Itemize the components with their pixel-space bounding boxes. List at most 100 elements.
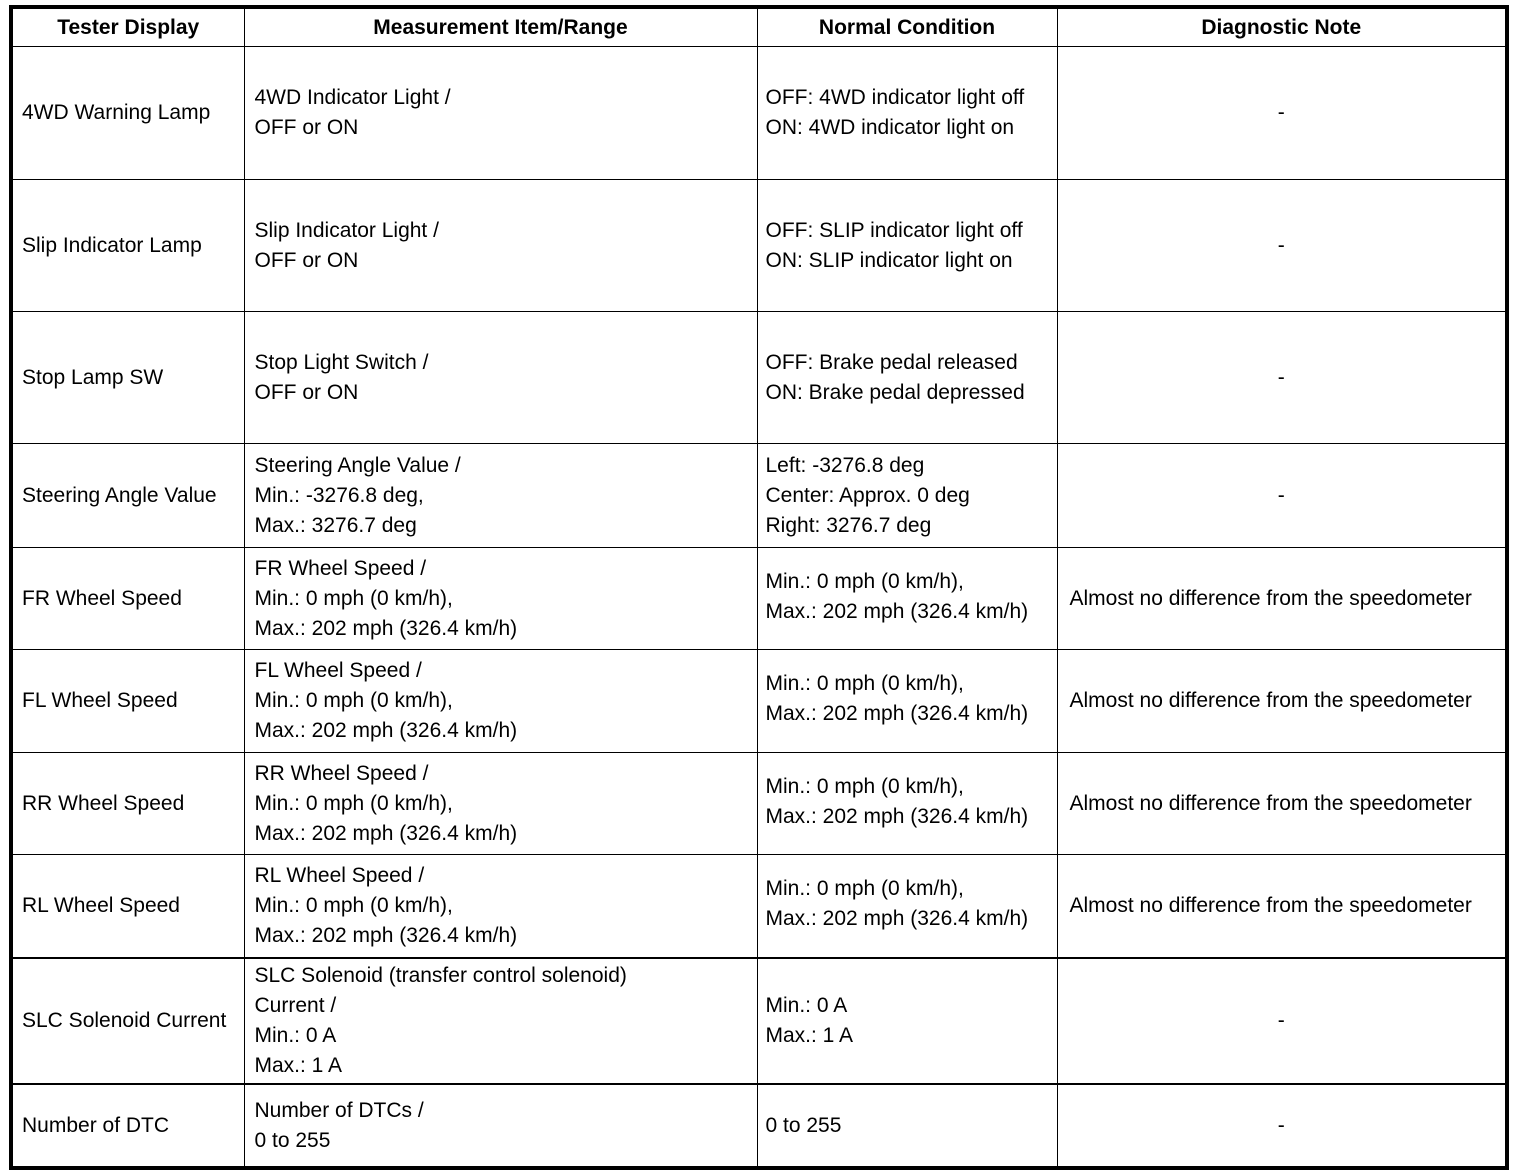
cell-text: OFF: Brake pedal released ON: Brake peda… bbox=[765, 350, 1025, 404]
cell-text: Stop Lamp SW bbox=[22, 365, 164, 389]
column-header-tester-display: Tester Display bbox=[10, 6, 245, 47]
cell-text: Almost no difference from the speedomete… bbox=[1069, 586, 1472, 610]
cell-text: SLC Solenoid (transfer control solenoid)… bbox=[254, 964, 627, 1077]
cell-measurement-item-range: Slip Indicator Light / OFF or ON bbox=[243, 179, 758, 312]
cell-text: - bbox=[1277, 101, 1285, 124]
cell-tester-display: FR Wheel Speed bbox=[10, 547, 245, 650]
cell-measurement-item-range: RR Wheel Speed / Min.: 0 mph (0 km/h), M… bbox=[243, 752, 758, 855]
cell-normal-condition: OFF: Brake pedal released ON: Brake peda… bbox=[756, 311, 1058, 444]
cell-text: Number of DTC bbox=[22, 1113, 170, 1137]
cell-text: Steering Angle Value bbox=[22, 483, 217, 507]
cell-text: OFF: SLIP indicator light off ON: SLIP i… bbox=[765, 218, 1023, 272]
cell-text: Left: -3276.8 deg Center: Approx. 0 deg … bbox=[765, 453, 970, 537]
cell-measurement-item-range: SLC Solenoid (transfer control solenoid)… bbox=[243, 957, 758, 1085]
cell-normal-condition: Min.: 0 mph (0 km/h), Max.: 202 mph (326… bbox=[756, 649, 1058, 753]
cell-diagnostic-note: - bbox=[1056, 46, 1508, 180]
column-header-label: Measurement Item/Range bbox=[373, 15, 628, 39]
header-row: Tester Display Measurement Item/Range No… bbox=[10, 6, 1508, 47]
cell-diagnostic-note: - bbox=[1056, 957, 1508, 1085]
cell-tester-display: Slip Indicator Lamp bbox=[10, 179, 245, 312]
cell-text: RR Wheel Speed bbox=[22, 791, 185, 815]
cell-text: Min.: 0 mph (0 km/h), Max.: 202 mph (326… bbox=[765, 877, 1029, 930]
column-header-normal-condition: Normal Condition bbox=[756, 6, 1058, 47]
cell-measurement-item-range: Steering Angle Value / Min.: -3276.8 deg… bbox=[243, 443, 758, 548]
cell-measurement-item-range: Number of DTCs / 0 to 255 bbox=[243, 1083, 758, 1169]
table-row: Stop Lamp SW Stop Light Switch / OFF or … bbox=[10, 311, 1508, 444]
cell-text: RL Wheel Speed bbox=[22, 894, 180, 917]
cell-text: Slip Indicator Light / OFF or ON bbox=[254, 218, 439, 272]
cell-text: FR Wheel Speed bbox=[22, 586, 182, 610]
cell-text: Stop Light Switch / OFF or ON bbox=[254, 350, 429, 404]
table-row: FL Wheel Speed FL Wheel Speed / Min.: 0 … bbox=[10, 649, 1508, 753]
cell-text: Steering Angle Value / Min.: -3276.8 deg… bbox=[254, 453, 461, 537]
cell-diagnostic-note: - bbox=[1056, 179, 1508, 312]
cell-diagnostic-note: Almost no difference from the speedomete… bbox=[1056, 752, 1508, 855]
cell-text: 4WD Indicator Light / OFF or ON bbox=[254, 86, 451, 139]
cell-diagnostic-note: - bbox=[1056, 443, 1508, 548]
cell-measurement-item-range: RL Wheel Speed / Min.: 0 mph (0 km/h), M… bbox=[243, 854, 758, 959]
cell-text: Min.: 0 mph (0 km/h), Max.: 202 mph (326… bbox=[765, 672, 1029, 725]
cell-normal-condition: 0 to 255 bbox=[756, 1083, 1058, 1169]
column-header-label: Tester Display bbox=[57, 15, 200, 39]
cell-normal-condition: Min.: 0 mph (0 km/h), Max.: 202 mph (326… bbox=[756, 752, 1058, 855]
cell-text: - bbox=[1277, 233, 1285, 257]
table-row: RR Wheel Speed RR Wheel Speed / Min.: 0 … bbox=[10, 752, 1508, 855]
table-body: 4WD Warning Lamp 4WD Indicator Light / O… bbox=[10, 46, 1508, 1169]
table-row: SLC Solenoid Current SLC Solenoid (trans… bbox=[10, 957, 1508, 1085]
cell-text: Almost no difference from the speedomete… bbox=[1069, 689, 1472, 712]
cell-text: Min.: 0 A Max.: 1 A bbox=[765, 994, 854, 1047]
column-header-label: Diagnostic Note bbox=[1201, 15, 1362, 39]
cell-text: FR Wheel Speed / Min.: 0 mph (0 km/h), M… bbox=[254, 556, 518, 640]
cell-text: FL Wheel Speed / Min.: 0 mph (0 km/h), M… bbox=[254, 659, 518, 742]
cell-tester-display: Number of DTC bbox=[10, 1083, 245, 1169]
cell-text: - bbox=[1277, 483, 1285, 507]
table-row: Steering Angle Value Steering Angle Valu… bbox=[10, 443, 1508, 548]
cell-measurement-item-range: FL Wheel Speed / Min.: 0 mph (0 km/h), M… bbox=[243, 649, 758, 753]
cell-diagnostic-note: - bbox=[1056, 1083, 1508, 1169]
cell-text: - bbox=[1277, 1113, 1285, 1137]
table-row: FR Wheel Speed FR Wheel Speed / Min.: 0 … bbox=[10, 547, 1508, 650]
cell-measurement-item-range: 4WD Indicator Light / OFF or ON bbox=[243, 46, 758, 180]
page-sheet: Tester Display Measurement Item/Range No… bbox=[0, 5, 1520, 1175]
cell-measurement-item-range: Stop Light Switch / OFF or ON bbox=[243, 311, 758, 444]
cell-text: 0 to 255 bbox=[765, 1113, 842, 1137]
cell-text: Almost no difference from the speedomete… bbox=[1069, 791, 1472, 815]
table-row: Slip Indicator Lamp Slip Indicator Light… bbox=[10, 179, 1508, 312]
cell-text: OFF: 4WD indicator light off ON: 4WD ind… bbox=[765, 86, 1025, 139]
cell-text: Min.: 0 mph (0 km/h), Max.: 202 mph (326… bbox=[765, 774, 1029, 828]
cell-tester-display: Steering Angle Value bbox=[10, 443, 245, 548]
table-row: 4WD Warning Lamp 4WD Indicator Light / O… bbox=[10, 46, 1508, 180]
cell-text: SLC Solenoid Current bbox=[22, 1009, 227, 1032]
cell-normal-condition: OFF: SLIP indicator light off ON: SLIP i… bbox=[756, 179, 1058, 312]
cell-tester-display: RR Wheel Speed bbox=[10, 752, 245, 855]
cell-text: - bbox=[1277, 1009, 1285, 1032]
cell-text: RR Wheel Speed / Min.: 0 mph (0 km/h), M… bbox=[254, 761, 518, 845]
cell-normal-condition: Min.: 0 A Max.: 1 A bbox=[756, 957, 1058, 1085]
cell-text: Min.: 0 mph (0 km/h), Max.: 202 mph (326… bbox=[765, 569, 1029, 623]
cell-text: FL Wheel Speed bbox=[22, 689, 178, 712]
column-header-measurement-item-range: Measurement Item/Range bbox=[243, 6, 758, 47]
cell-text: Slip Indicator Lamp bbox=[22, 233, 202, 257]
cell-tester-display: Stop Lamp SW bbox=[10, 311, 245, 444]
cell-diagnostic-note: Almost no difference from the speedomete… bbox=[1056, 854, 1508, 959]
cell-normal-condition: Min.: 0 mph (0 km/h), Max.: 202 mph (326… bbox=[756, 547, 1058, 650]
column-header-label: Normal Condition bbox=[818, 15, 996, 39]
cell-text: Almost no difference from the speedomete… bbox=[1069, 894, 1472, 917]
cell-diagnostic-note: Almost no difference from the speedomete… bbox=[1056, 547, 1508, 650]
cell-text: Number of DTCs / 0 to 255 bbox=[254, 1098, 424, 1152]
table-row: RL Wheel Speed RL Wheel Speed / Min.: 0 … bbox=[10, 854, 1508, 959]
table-header: Tester Display Measurement Item/Range No… bbox=[10, 6, 1508, 47]
cell-tester-display: FL Wheel Speed bbox=[10, 649, 245, 753]
cell-tester-display: RL Wheel Speed bbox=[10, 854, 245, 959]
cell-normal-condition: Left: -3276.8 deg Center: Approx. 0 deg … bbox=[756, 443, 1058, 548]
cell-normal-condition: Min.: 0 mph (0 km/h), Max.: 202 mph (326… bbox=[756, 854, 1058, 959]
cell-tester-display: SLC Solenoid Current bbox=[10, 957, 245, 1085]
cell-normal-condition: OFF: 4WD indicator light off ON: 4WD ind… bbox=[756, 46, 1058, 180]
cell-text: 4WD Warning Lamp bbox=[22, 101, 211, 124]
cell-tester-display: 4WD Warning Lamp bbox=[10, 46, 245, 180]
table-row: Number of DTC Number of DTCs / 0 to 255 … bbox=[10, 1083, 1508, 1169]
cell-diagnostic-note: Almost no difference from the speedomete… bbox=[1056, 649, 1508, 753]
cell-measurement-item-range: FR Wheel Speed / Min.: 0 mph (0 km/h), M… bbox=[243, 547, 758, 650]
cell-text: RL Wheel Speed / Min.: 0 mph (0 km/h), M… bbox=[254, 864, 518, 947]
column-header-diagnostic-note: Diagnostic Note bbox=[1056, 6, 1508, 47]
